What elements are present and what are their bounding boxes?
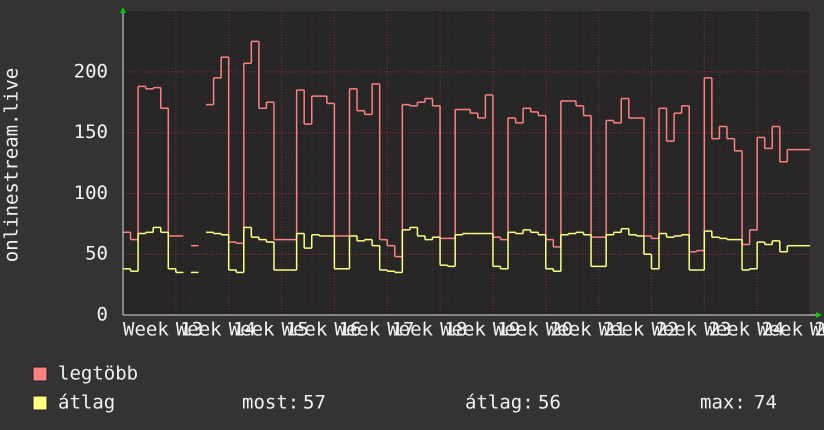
x-tick-label: Week 26 [810,319,824,341]
x-tick-label: Week 13 [123,319,203,341]
minor-grid [123,11,810,315]
axis-arrow [120,7,126,13]
y-axis-label: onlinestream.live [1,68,23,262]
x-tick-label: Week 18 [387,319,467,341]
legend-label: legtöbb [58,363,138,385]
x-tick-label: Week 17 [334,319,414,341]
y-tick-label: 0 [97,304,108,326]
stat-value: 74 [754,392,777,414]
y-tick-label: 150 [74,121,108,143]
stat-value: 56 [538,392,561,414]
stat-label: átlag: [465,392,534,414]
x-tick-label: Week 23 [651,319,731,341]
legend-swatch [32,366,48,382]
x-tick-label: Week 22 [599,319,679,341]
x-tick-label: Week 19 [440,319,520,341]
legend-label: átlag [58,392,115,414]
y-tick-label: 200 [74,60,108,82]
x-tick-label: Week 21 [546,319,626,341]
x-tick-label: Week 20 [493,319,573,341]
x-tick-label: Week 14 [176,319,256,341]
x-tick-label: Week 15 [229,319,309,341]
stat-label: max: [700,392,746,414]
x-tick-label: Week 24 [704,319,784,341]
stat-label: most: [242,392,299,414]
y-tick-label: 100 [74,182,108,204]
legend-swatch [32,395,48,411]
axis-arrow [816,312,822,318]
x-tick-label: Week 25 [757,319,824,341]
y-tick-label: 50 [85,243,108,265]
x-tick-label: Week 16 [282,319,362,341]
stat-value: 57 [303,392,326,414]
